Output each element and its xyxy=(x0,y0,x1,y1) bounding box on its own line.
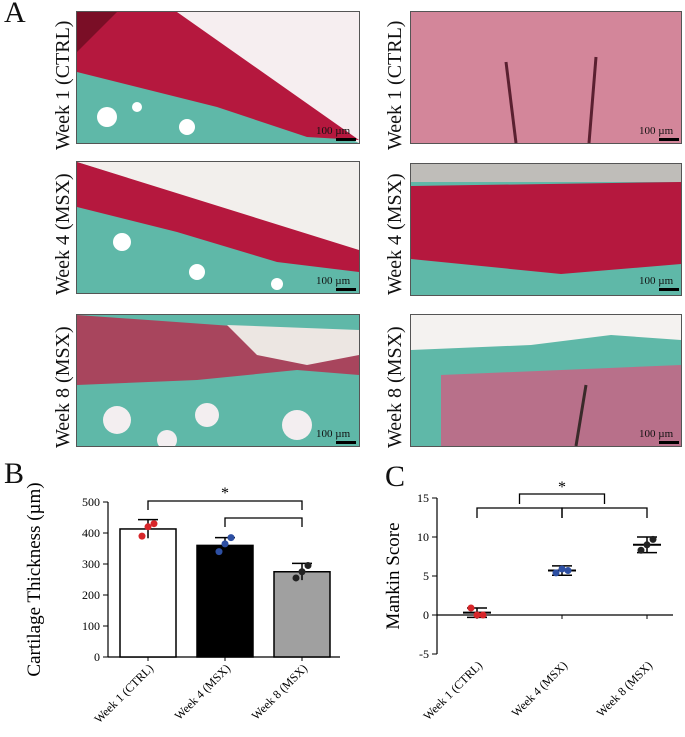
micrograph-left-week1-stain xyxy=(77,12,359,143)
micrograph-left-week8-stain xyxy=(77,315,359,446)
data-point xyxy=(558,565,566,573)
micrograph-left-week8 xyxy=(76,314,360,447)
scalebar-right-3: 100 µm xyxy=(639,428,679,444)
data-point xyxy=(215,548,223,556)
y-tick-label: 200 xyxy=(82,588,100,602)
scalebar-right-1: 100 µm xyxy=(639,125,679,141)
micrograph-right-week8 xyxy=(410,314,682,447)
y-tick-label: 0 xyxy=(423,608,429,622)
scalebar-line xyxy=(659,138,679,141)
x-tick-label: Week 1 (CTRL) xyxy=(420,658,485,723)
panel-letter-b: B xyxy=(4,457,25,490)
y-tick-label: -5 xyxy=(419,647,429,661)
data-point xyxy=(298,568,306,576)
scalebar-line xyxy=(336,138,356,141)
data-point xyxy=(564,567,572,575)
micrograph-right-week4 xyxy=(410,163,682,296)
data-point xyxy=(643,541,651,549)
y-tick-label: 400 xyxy=(82,526,100,540)
scalebar-left-2: 100 µm xyxy=(316,275,356,291)
y-tick-label: 100 xyxy=(82,619,100,633)
y-tick-label: 0 xyxy=(94,650,100,664)
data-point xyxy=(479,611,487,619)
panel-letter-a: A xyxy=(4,0,26,29)
data-point xyxy=(473,611,481,619)
scalebar-line xyxy=(659,288,679,291)
significance-bracket xyxy=(147,500,303,510)
scalebar-label: 100 µm xyxy=(639,125,674,137)
data-point xyxy=(138,532,146,540)
data-point xyxy=(292,574,300,582)
x-tick-label: Week 8 (MSX) xyxy=(594,658,656,720)
significance-bracket xyxy=(561,507,648,518)
data-point xyxy=(221,540,229,548)
y-axis-label: Mankin Score xyxy=(383,522,404,629)
significance-bracket xyxy=(476,507,563,518)
significance-bracket xyxy=(518,493,606,504)
data-point xyxy=(150,520,158,528)
data-point xyxy=(552,569,560,577)
scalebar-label: 100 µm xyxy=(316,125,351,137)
data-point xyxy=(227,534,235,542)
data-point xyxy=(144,523,152,531)
x-tick-label: Week 4 (MSX) xyxy=(509,658,571,720)
scalebar-line xyxy=(336,441,356,444)
bar xyxy=(196,544,254,658)
panel-letter-c: C xyxy=(385,460,406,493)
micrograph-right-week8-stain xyxy=(411,315,681,446)
micrograph-left-week4-stain xyxy=(77,162,359,293)
y-tick-label: 15 xyxy=(417,491,429,505)
y-tick-label: 5 xyxy=(423,569,429,583)
bar xyxy=(119,528,177,658)
scalebar-label: 100 µm xyxy=(639,275,674,287)
scalebar-label: 100 µm xyxy=(316,275,351,287)
data-point xyxy=(649,535,657,543)
y-tick-label: 500 xyxy=(82,495,100,509)
scalebar-label: 100 µm xyxy=(639,428,674,440)
scalebar-right-2: 100 µm xyxy=(639,275,679,291)
micrograph-left-week4 xyxy=(76,161,360,294)
data-point xyxy=(637,546,645,554)
significance-star: * xyxy=(221,485,229,502)
significance-star: * xyxy=(558,479,566,496)
micrograph-left-week1 xyxy=(76,11,360,144)
micrograph-right-week4-stain xyxy=(411,164,681,295)
y-axis-label: Cartilage Thickness (µm) xyxy=(24,482,45,676)
y-tick-label: 300 xyxy=(82,557,100,571)
scalebar-left-1: 100 µm xyxy=(316,125,356,141)
scalebar-line xyxy=(336,288,356,291)
scalebar-left-3: 100 µm xyxy=(316,428,356,444)
y-tick-label: 10 xyxy=(417,530,429,544)
bar xyxy=(273,571,331,658)
micrograph-right-week1 xyxy=(410,11,682,144)
scalebar-line xyxy=(659,441,679,444)
micrograph-right-week1-stain xyxy=(411,12,681,143)
scalebar-label: 100 µm xyxy=(316,428,351,440)
data-point xyxy=(467,604,475,612)
data-point xyxy=(304,562,312,570)
significance-bracket xyxy=(224,517,303,527)
